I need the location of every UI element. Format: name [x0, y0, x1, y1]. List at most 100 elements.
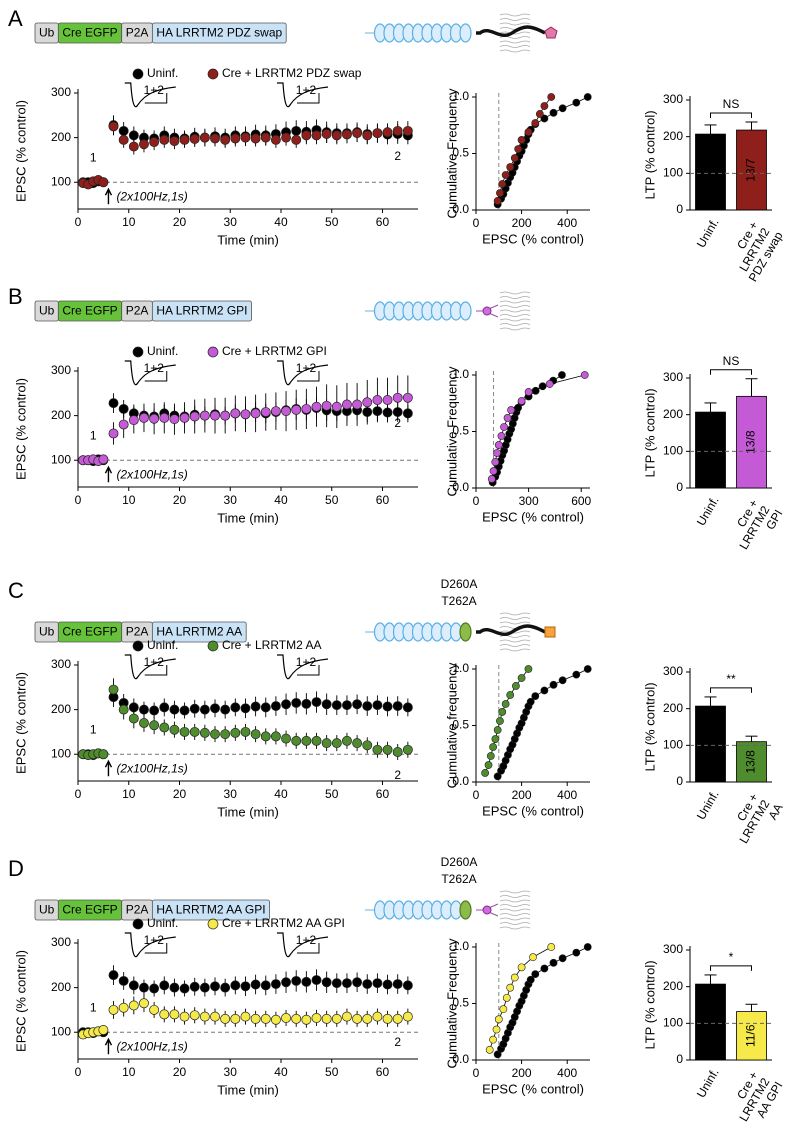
data-point — [392, 125, 403, 136]
cdf-point — [502, 993, 511, 1002]
cdf-point — [583, 943, 592, 951]
stimulus-arrow — [104, 759, 113, 777]
bar-label: 11/6 — [744, 1024, 758, 1047]
data-point — [301, 735, 312, 746]
data-point — [402, 1011, 413, 1022]
data-point — [311, 130, 322, 141]
significance-bracket — [710, 112, 752, 118]
data-point — [270, 134, 281, 145]
y-tick-label: 100 — [663, 1016, 683, 1030]
category-label: Cre + LRRTM2 AA GPI — [725, 1066, 786, 1130]
x-tick-label: 50 — [325, 215, 339, 229]
data-point — [159, 1009, 170, 1020]
data-point — [260, 407, 271, 417]
data-point — [392, 979, 403, 989]
y-tick-label: 0 — [676, 480, 683, 494]
category-label: Uninf. — [694, 216, 722, 250]
y-axis-title: Cumulative frequency — [444, 662, 459, 788]
data-point — [352, 738, 363, 749]
cdf-point — [501, 700, 510, 708]
membrane — [499, 617, 531, 620]
cdf-point — [572, 948, 581, 957]
stimulus-arrow — [104, 1037, 113, 1055]
trace-inset — [276, 932, 329, 958]
cdf-point — [540, 686, 549, 695]
bar-label: 13/8 — [744, 750, 758, 774]
construct-label: HA LRRTM2 AA GPI — [156, 903, 265, 917]
legend-marker — [132, 346, 144, 358]
x-axis-title: Time (min) — [217, 232, 279, 247]
data-point — [311, 975, 322, 985]
membrane — [499, 323, 531, 326]
y-tick-label: 1.0 — [452, 89, 469, 103]
data-point — [291, 975, 302, 986]
construct-label: Ub — [39, 625, 55, 639]
x-tick-label: 200 — [512, 216, 532, 230]
category-line: Uninf. — [694, 1066, 722, 1100]
data-point — [128, 1000, 139, 1011]
membrane — [499, 648, 531, 652]
data-point — [159, 412, 170, 423]
data-point — [321, 977, 332, 988]
data-point — [199, 1011, 210, 1022]
data-point — [108, 121, 119, 132]
annotation: 2 — [394, 416, 401, 430]
cdf-point — [497, 432, 506, 440]
data-point — [331, 700, 342, 711]
data-point — [301, 130, 312, 141]
scale-bar — [296, 93, 320, 104]
x-tick-label: 400 — [557, 788, 577, 802]
data-point — [352, 128, 363, 139]
data-point — [118, 704, 129, 715]
x-tick-label: 60 — [376, 493, 390, 507]
y-tick-label: 0.0 — [452, 480, 469, 494]
trace-label: 1+2 — [296, 655, 317, 669]
data-point — [331, 978, 342, 989]
data-point — [189, 726, 200, 737]
cdf-point — [535, 110, 544, 118]
cdf-point — [493, 772, 502, 781]
cdf-point — [491, 735, 500, 743]
data-point — [402, 392, 413, 403]
data-point — [220, 982, 231, 993]
trace-inset — [276, 82, 329, 108]
x-tick-label: 30 — [224, 493, 238, 507]
y-tick-label: 200 — [51, 702, 71, 716]
data-point — [291, 134, 302, 145]
data-point — [230, 133, 241, 144]
x-tick-label: 400 — [557, 1066, 577, 1080]
data-point — [128, 141, 139, 152]
cdf-point — [484, 761, 493, 769]
data-point — [220, 729, 231, 740]
data-point — [392, 1013, 403, 1024]
membrane — [499, 926, 531, 930]
data-point — [210, 729, 220, 740]
data-point — [382, 744, 393, 755]
bar — [695, 983, 726, 1061]
data-point — [260, 731, 271, 742]
x-tick-label: 20 — [173, 1065, 187, 1079]
category-label: Cre + LRRTM2 GPI — [725, 494, 786, 558]
cdf-point — [558, 954, 567, 963]
y-tick-label: 0 — [676, 202, 683, 216]
cdf-point — [493, 726, 502, 734]
x-tick-label: 20 — [173, 493, 187, 507]
cdf-line — [497, 668, 588, 777]
data-point — [149, 705, 160, 716]
cdf-point — [506, 691, 515, 699]
cdf-point — [506, 163, 515, 171]
x-tick-label: 40 — [274, 215, 288, 229]
data-point — [139, 982, 149, 993]
construct-label: HA LRRTM2 AA — [156, 625, 242, 639]
data-point — [372, 744, 383, 755]
y-tick-label: 1.0 — [452, 939, 469, 953]
trace-label: 1+2 — [144, 655, 165, 669]
data-point — [159, 980, 170, 991]
data-point — [118, 419, 129, 430]
data-point — [128, 980, 139, 991]
x-tick-label: 0 — [75, 787, 82, 801]
cdf-point — [531, 119, 540, 127]
x-tick-label: 0 — [75, 215, 82, 229]
data-point — [402, 980, 413, 991]
annotation: 1 — [90, 722, 97, 736]
